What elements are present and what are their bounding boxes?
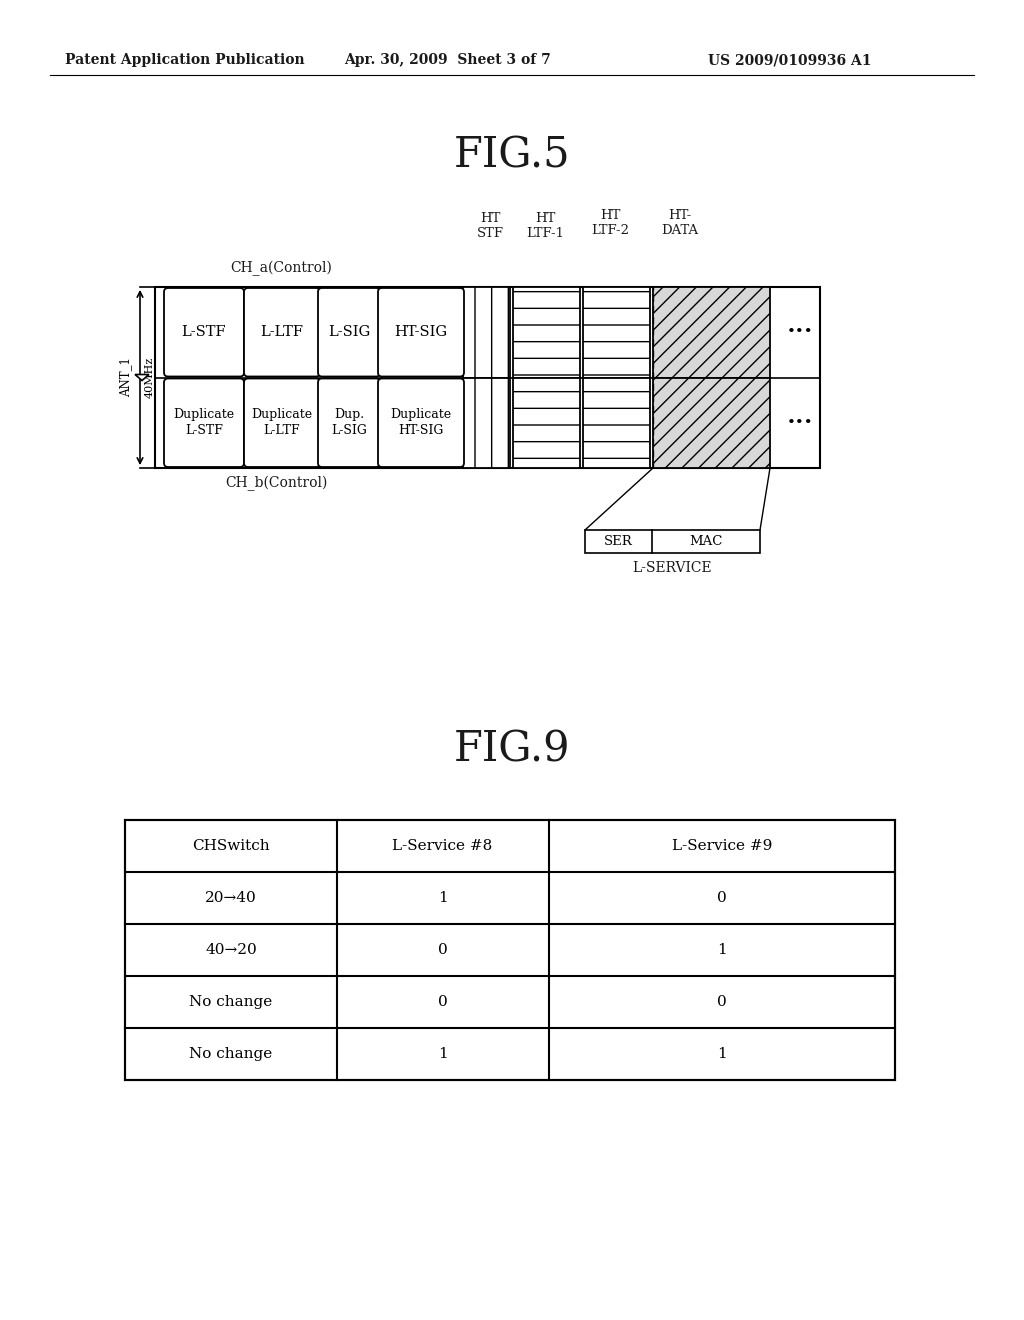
FancyBboxPatch shape — [244, 288, 319, 376]
Bar — [585, 531, 760, 553]
Text: No change: No change — [189, 1047, 272, 1061]
Text: L-Service #9: L-Service #9 — [672, 840, 772, 853]
Text: SER: SER — [604, 535, 633, 548]
Text: 0: 0 — [717, 891, 727, 906]
Text: US 2009/0109936 A1: US 2009/0109936 A1 — [709, 53, 871, 67]
Text: CHSwitch: CHSwitch — [193, 840, 269, 853]
Text: L-LTF: L-LTF — [260, 325, 303, 339]
Text: 40MHz: 40MHz — [145, 356, 155, 399]
Polygon shape — [135, 375, 150, 380]
Text: HT
LTF-1: HT LTF-1 — [526, 213, 564, 240]
Bar — [155, 286, 820, 469]
Text: HT-SIG: HT-SIG — [394, 325, 447, 339]
Text: Duplicate
L-LTF: Duplicate L-LTF — [252, 408, 312, 437]
Text: Dup.
L-SIG: Dup. L-SIG — [331, 408, 367, 437]
Text: 0: 0 — [437, 995, 447, 1008]
Text: Apr. 30, 2009  Sheet 3 of 7: Apr. 30, 2009 Sheet 3 of 7 — [344, 53, 550, 67]
FancyBboxPatch shape — [318, 288, 380, 376]
Text: 20→40: 20→40 — [205, 891, 257, 906]
Bar — [653, 378, 770, 469]
Bar — [513, 378, 580, 469]
Text: 40→20: 40→20 — [205, 942, 257, 957]
Bar — [463, 286, 510, 378]
Text: 1: 1 — [717, 942, 727, 957]
Text: L-SERVICE: L-SERVICE — [633, 561, 713, 576]
Bar — [653, 286, 770, 378]
Text: HT
LTF-2: HT LTF-2 — [591, 209, 629, 238]
FancyBboxPatch shape — [378, 379, 464, 467]
FancyBboxPatch shape — [244, 379, 319, 467]
Bar — [583, 286, 650, 378]
Text: HT
STF: HT STF — [476, 213, 504, 240]
Text: •••: ••• — [786, 416, 813, 430]
Bar — [583, 378, 650, 469]
Text: CH_b(Control): CH_b(Control) — [225, 475, 328, 491]
Text: HT-
DATA: HT- DATA — [662, 209, 698, 238]
Text: MAC: MAC — [689, 535, 723, 548]
Text: 0: 0 — [717, 995, 727, 1008]
Text: Duplicate
HT-SIG: Duplicate HT-SIG — [390, 408, 452, 437]
Text: 1: 1 — [437, 891, 447, 906]
Text: L-SIG: L-SIG — [328, 325, 370, 339]
Text: Patent Application Publication: Patent Application Publication — [66, 53, 305, 67]
FancyBboxPatch shape — [164, 288, 244, 376]
Bar — [125, 820, 895, 1080]
Text: 1: 1 — [437, 1047, 447, 1061]
Text: L-STF: L-STF — [181, 325, 226, 339]
Text: FIG.9: FIG.9 — [454, 729, 570, 771]
Text: Duplicate
L-STF: Duplicate L-STF — [173, 408, 234, 437]
Bar — [513, 286, 580, 378]
FancyBboxPatch shape — [318, 379, 380, 467]
Text: 0: 0 — [437, 942, 447, 957]
Text: •••: ••• — [786, 325, 813, 339]
Text: No change: No change — [189, 995, 272, 1008]
Text: L-Service #8: L-Service #8 — [392, 840, 493, 853]
Bar — [463, 378, 510, 469]
Text: CH_a(Control): CH_a(Control) — [230, 260, 332, 276]
Text: ANT_1: ANT_1 — [120, 358, 132, 397]
Text: 1: 1 — [717, 1047, 727, 1061]
FancyBboxPatch shape — [378, 288, 464, 376]
Text: FIG.5: FIG.5 — [454, 135, 570, 176]
FancyBboxPatch shape — [164, 379, 244, 467]
